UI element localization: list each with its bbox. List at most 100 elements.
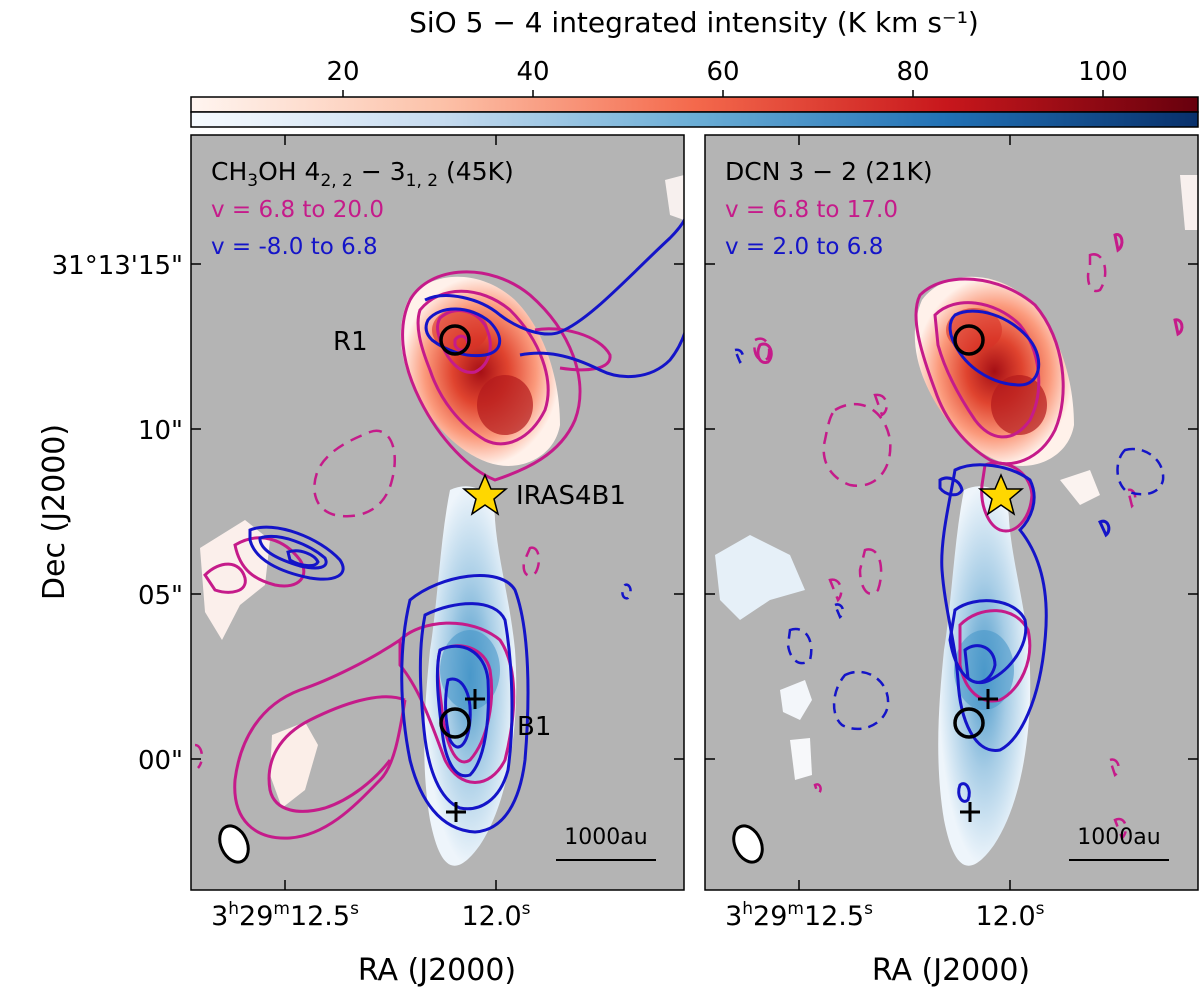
sio-red-peak	[477, 375, 533, 435]
blue-contour	[258, 535, 328, 570]
ra-m: m	[787, 899, 804, 919]
red-contour-dashed	[313, 429, 397, 518]
colorbar-tick-label: 60	[706, 57, 739, 87]
red-velocity-range: v = 6.8 to 17.0	[725, 197, 898, 223]
blue-contours	[938, 309, 1111, 803]
molecule-subscript: 1, 2	[406, 171, 438, 191]
blue-contour-dashed	[786, 627, 813, 665]
red-contour-dashed	[813, 783, 822, 797]
sio-faint-region	[715, 535, 805, 620]
ra-s: s	[350, 899, 359, 919]
blue-contour	[444, 677, 472, 749]
sio-emission-map	[715, 175, 1198, 866]
blue-contour	[418, 602, 514, 811]
sio-blue-peak	[440, 630, 500, 710]
blue-contours	[248, 217, 684, 834]
tick-marks	[191, 135, 684, 890]
ra-seconds: 12.5	[290, 901, 350, 932]
red-contour	[233, 638, 407, 840]
ra-seconds: 12.0	[462, 901, 522, 932]
molecule-part: OH 4	[258, 157, 320, 186]
ra-seconds: 12.0	[976, 901, 1036, 932]
red-contours-dashed	[753, 253, 1137, 841]
panel-molecule-label: DCN 3 − 2 (21K)	[725, 157, 933, 186]
blue-contour	[286, 549, 320, 568]
blue-velocity-range: v = 2.0 to 6.8	[725, 234, 883, 260]
ra-h: h	[228, 899, 239, 919]
ra-minutes: 29	[239, 901, 273, 932]
colorbar-title: SiO 5 − 4 integrated intensity (K km s⁻¹…	[409, 6, 979, 39]
blue-contour	[940, 463, 1048, 752]
ra-s: s	[1036, 899, 1045, 919]
sio-red-peak	[991, 375, 1047, 435]
colorbar-tick-label: 20	[326, 57, 359, 87]
iras4b1-star-icon	[977, 473, 1025, 516]
sio-faint-region	[790, 738, 812, 780]
red-contours	[756, 233, 1184, 703]
y-tick-label: 31°13'15"	[52, 251, 183, 281]
red-contour	[958, 609, 1032, 703]
beam-ellipse	[218, 824, 250, 864]
panel-frame	[190, 134, 685, 891]
blue-contour	[957, 782, 971, 803]
source-label-r1: R1	[333, 327, 368, 357]
sio-emission-map	[194, 175, 684, 866]
source-marker-r1	[439, 324, 471, 356]
sio-faint-region	[1060, 470, 1100, 505]
x-axis-label-left: RA (J2000)	[358, 953, 516, 988]
red-contour-dashed	[828, 578, 843, 603]
ra-m: m	[273, 899, 290, 919]
red-contour	[203, 562, 247, 594]
red-contour-dashed	[873, 393, 888, 417]
x-tick-label: 3h29m12.5s	[211, 899, 359, 932]
colorbar-tick-label: 80	[896, 57, 929, 87]
red-contour	[267, 695, 406, 813]
panel-frame	[704, 134, 1199, 891]
source-marker-b1	[439, 707, 471, 739]
blue-contour	[519, 330, 684, 379]
sio-faint-region	[665, 175, 684, 220]
red-contour	[398, 621, 516, 784]
red-contour	[534, 327, 612, 372]
y-tick-labels: 31°13'15" 10" 05" 00"	[52, 251, 183, 776]
tick-marks	[705, 135, 1198, 890]
red-contour-dashed	[194, 743, 204, 769]
cross-marker	[960, 802, 980, 822]
red-contour	[914, 277, 1065, 466]
y-tick-label: 05"	[138, 581, 183, 611]
panel-dcn: 1000au DCN 3 − 2 (21K) v = 6.8 to 17.0 v…	[704, 134, 1199, 891]
red-contour	[980, 461, 1034, 533]
blue-contour	[424, 217, 684, 336]
colorbar-tick-label: 40	[516, 57, 549, 87]
red-contour-dashed	[522, 546, 541, 578]
panel-ch3oh: 1000au CH3OH 42, 2 − 31, 2 (45K) v = 6.8…	[190, 134, 685, 891]
blue-contours-dashed	[621, 583, 632, 600]
colorbar-blue	[190, 111, 1199, 128]
molecule-subscript: 2, 2	[320, 171, 352, 191]
colorbar-tick-label: 100	[1078, 57, 1128, 87]
molecule-part: (45K)	[438, 157, 514, 186]
sio-faint-region	[1180, 175, 1198, 230]
x-tick-label: 12.0s	[976, 899, 1045, 932]
red-contour-dashed	[858, 548, 883, 596]
molecule-subscript: 3	[247, 171, 258, 191]
red-contour	[416, 289, 550, 446]
sio-red-peak	[432, 308, 488, 352]
red-contour	[756, 342, 773, 365]
blue-contour-dashed	[1116, 447, 1165, 496]
ra-hours: 3	[211, 901, 228, 932]
x-tick-labels-left: 3h29m12.5s 12.0s	[211, 899, 531, 932]
ra-s: s	[522, 899, 531, 919]
red-contours-dashed	[194, 429, 541, 769]
y-axis-label: Dec (J2000)	[37, 424, 72, 600]
blue-contour	[963, 644, 997, 684]
scale-bar-label: 1000au	[1077, 825, 1160, 850]
red-contour	[436, 309, 492, 374]
red-contour	[233, 536, 306, 588]
blue-velocity-range: v = -8.0 to 6.8	[211, 234, 378, 260]
blue-contours-dashed	[733, 348, 1165, 731]
red-contour	[1113, 233, 1124, 253]
x-tick-labels-right: 3h29m12.5s 12.0s	[725, 899, 1045, 932]
sio-red-peak	[946, 308, 1002, 352]
